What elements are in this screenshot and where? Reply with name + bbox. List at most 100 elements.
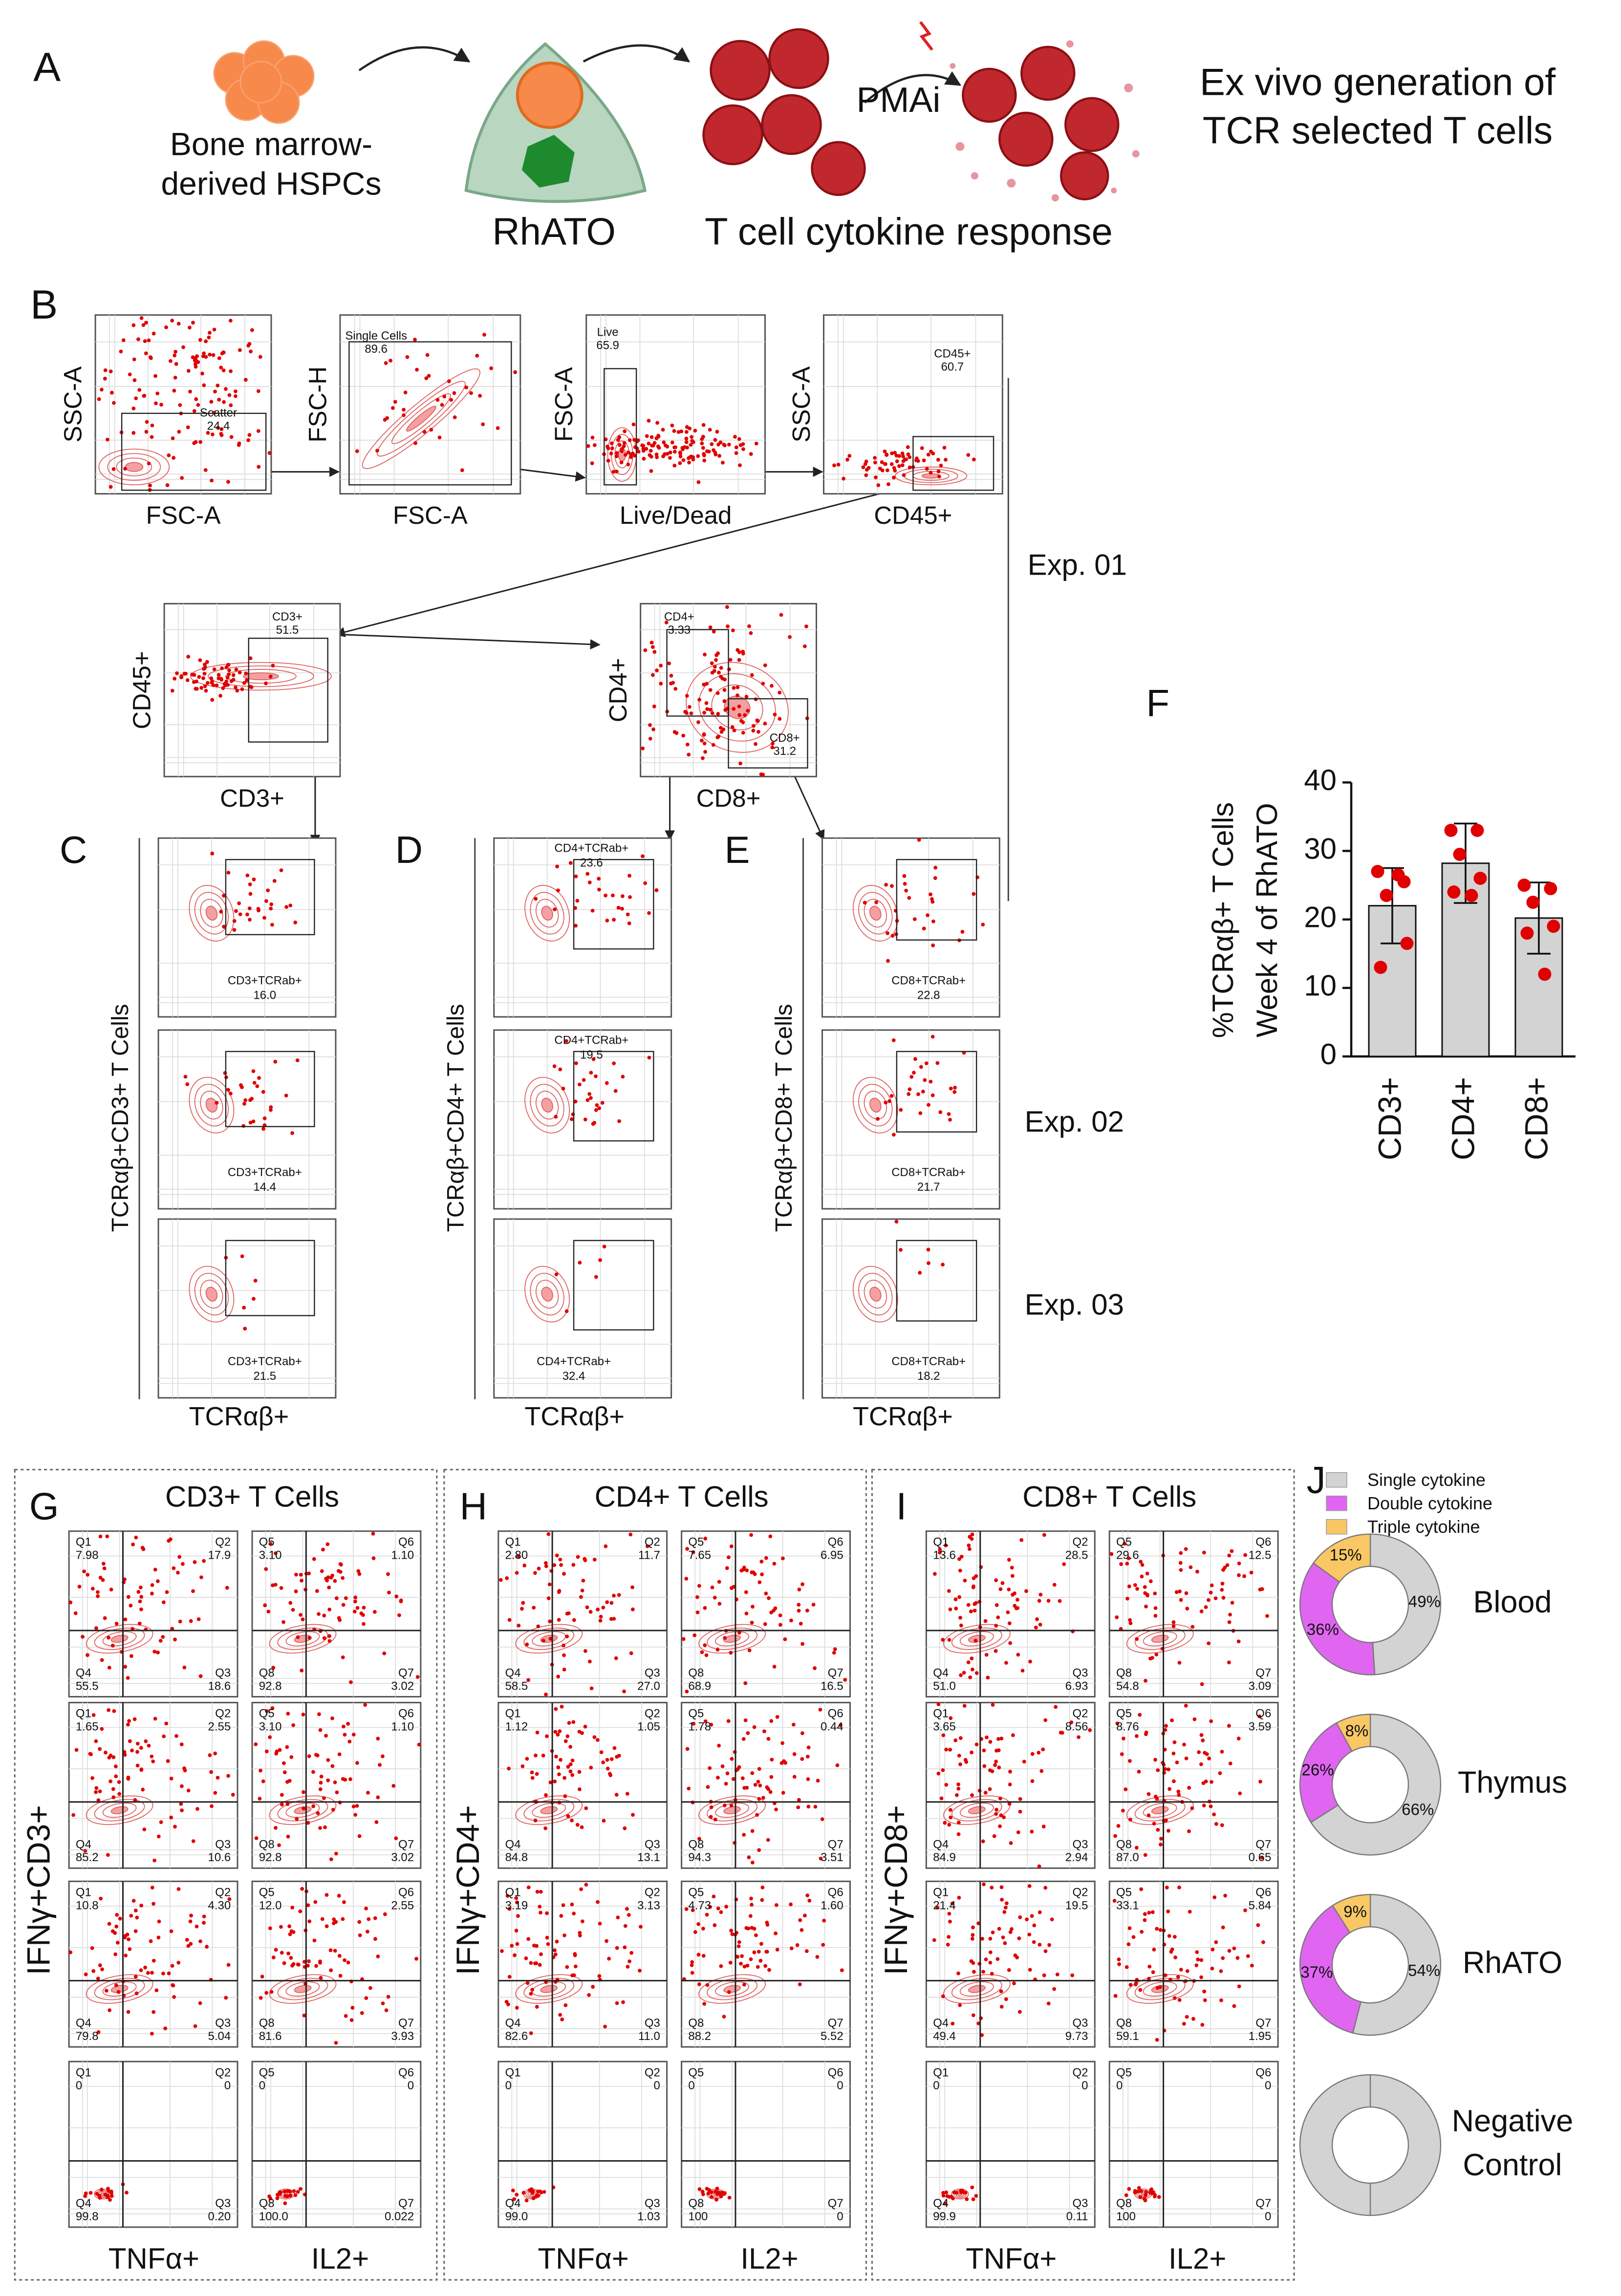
event-dot [204, 339, 208, 343]
event-dot [1261, 1940, 1265, 1944]
event-dot [765, 1785, 769, 1789]
event-dot [763, 1622, 767, 1626]
gate-name: CD45+ [934, 347, 971, 361]
gate [912, 436, 994, 491]
event-dot [154, 401, 158, 406]
event-dot [622, 441, 627, 445]
event-dot [235, 688, 239, 693]
event-dot [892, 1133, 896, 1137]
event-dot [806, 1777, 810, 1781]
event-dot [774, 1931, 778, 1935]
panel-title: CD4+ T Cells [595, 1481, 769, 1513]
event-dot [800, 1928, 804, 1932]
event-dot [912, 1071, 916, 1075]
quadrant-value: 99.9 [933, 2210, 956, 2223]
flow-plot [339, 314, 521, 495]
event-dot [203, 468, 208, 472]
event-dot [535, 2005, 539, 2009]
event-dot [687, 456, 691, 460]
event-dot [723, 708, 728, 712]
event-dot [131, 431, 136, 435]
quadrant-value: 1.78 [688, 1720, 711, 1734]
event-dot [738, 761, 742, 766]
event-dot [599, 1614, 603, 1619]
event-dot [929, 471, 933, 475]
event-dot [730, 1932, 735, 1936]
event-dot [558, 2013, 562, 2017]
event-dot [330, 1764, 335, 1768]
event-dot [971, 1925, 975, 1930]
gate [666, 629, 729, 717]
event-dot [628, 1532, 633, 1537]
flow-plot [925, 1530, 1096, 1698]
event-dot [219, 427, 224, 431]
event-dot [661, 454, 665, 458]
event-dot [939, 463, 943, 468]
event-dot [756, 1965, 760, 1969]
event-dot [926, 913, 929, 917]
event-dot [1227, 1724, 1231, 1728]
contour [968, 1806, 986, 1814]
event-dot [998, 1796, 1002, 1801]
event-dot [982, 1748, 986, 1753]
event-dot [1117, 1962, 1122, 1966]
event-dot [1138, 1988, 1143, 1992]
event-dot [279, 2190, 283, 2194]
event-dot [1113, 1994, 1118, 1998]
event-dot [574, 874, 578, 879]
event-dot [131, 1542, 135, 1546]
contour [707, 1628, 758, 1650]
event-dot [135, 1741, 140, 1746]
event-dot [1177, 1998, 1182, 2002]
event-dot [452, 391, 456, 395]
event-dot [133, 1974, 138, 1979]
event-dot [573, 1952, 577, 1956]
event-dot [108, 2198, 112, 2202]
event-dot [571, 1563, 576, 1567]
event-dot [1138, 1713, 1142, 1717]
event-dot [924, 1061, 929, 1066]
contour [107, 453, 161, 481]
event-dot [366, 1791, 370, 1795]
event-dot [762, 1729, 766, 1734]
event-dot [1190, 1806, 1194, 1810]
legend-label: Double cytokine [1367, 1493, 1492, 1513]
quadrant-value: 2.55 [208, 1720, 231, 1734]
donut-value-label: 36% [1307, 1620, 1339, 1638]
event-dot [157, 1919, 161, 1924]
event-dot [109, 1588, 113, 1592]
event-dot [596, 1900, 600, 1904]
event-dot [252, 877, 256, 881]
event-dot [907, 1092, 911, 1096]
event-dot [224, 665, 229, 669]
event-dot [341, 1655, 345, 1659]
quadrant-value: 1.03 [637, 2210, 660, 2223]
quadrant-value: 3.65 [933, 1720, 956, 1734]
event-dot [692, 1633, 697, 1637]
donut-value-label: 66% [1402, 1801, 1434, 1819]
event-dot [873, 460, 877, 465]
quadrant-name: Q3 [215, 1666, 231, 1679]
event-dot [1032, 1940, 1036, 1944]
event-dot [321, 1547, 325, 1552]
event-dot [134, 1535, 138, 1540]
event-dot [109, 2194, 114, 2198]
event-dot [665, 451, 670, 456]
quadrant-name: Q8 [259, 2017, 275, 2030]
event-dot [295, 1058, 300, 1062]
event-dot [210, 681, 214, 685]
event-dot [804, 1949, 809, 1953]
event-dot [201, 354, 205, 358]
event-dot [944, 1543, 948, 1547]
event-dot [96, 1798, 101, 1802]
event-dot [1070, 1973, 1075, 1977]
event-dot [100, 1658, 104, 1662]
event-dot [373, 1916, 377, 1920]
event-dot [192, 409, 196, 413]
event-dot [745, 1568, 749, 1572]
event-dot [959, 1554, 964, 1559]
gate-name: CD4+ [664, 610, 694, 623]
contour [869, 905, 882, 921]
event-dot [797, 1609, 801, 1613]
quadrant-name: Q4 [933, 1666, 949, 1679]
